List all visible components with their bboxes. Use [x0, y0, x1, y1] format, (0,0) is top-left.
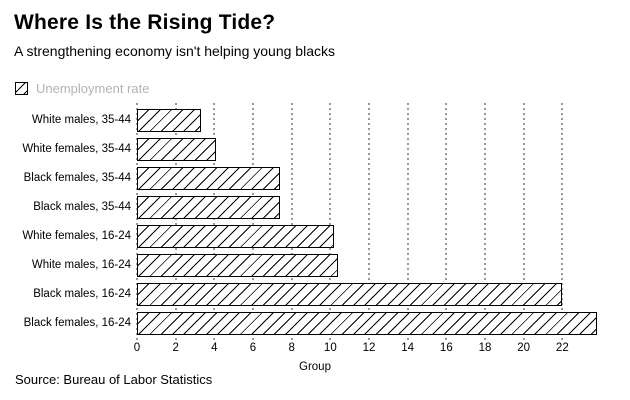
- category-label: White females, 35-44: [22, 143, 131, 155]
- x-tick-label: 4: [211, 342, 218, 354]
- x-tick-label: 20: [517, 342, 531, 354]
- category-label: Black females, 35-44: [23, 172, 131, 184]
- gridline: [445, 103, 448, 342]
- gridline: [484, 103, 486, 342]
- gridline: [252, 103, 254, 342]
- category-label: White females, 16-24: [22, 230, 131, 242]
- gridline: [329, 103, 332, 342]
- category-label: Black males, 35-44: [33, 201, 131, 213]
- gridline: [522, 103, 525, 342]
- x-tick-label: 12: [362, 342, 376, 354]
- x-tick-label: 8: [288, 342, 295, 354]
- gridline: [368, 103, 370, 342]
- category-label: White males, 35-44: [31, 114, 131, 126]
- x-tick-label: 16: [439, 342, 453, 354]
- x-tick-label: 14: [401, 342, 415, 354]
- gridline: [213, 103, 216, 342]
- x-tick-label: 0: [133, 342, 141, 354]
- plot-area: [136, 103, 601, 342]
- gridline: [561, 103, 564, 342]
- legend: Unemployment rate: [15, 81, 149, 96]
- bar: [137, 109, 201, 132]
- gridline: [406, 103, 409, 342]
- x-tick-label: 10: [323, 342, 337, 354]
- source-note: Source: Bureau of Labor Statistics: [15, 372, 213, 387]
- bar: [137, 167, 281, 190]
- bar: [137, 283, 563, 306]
- x-tick-label: 6: [249, 342, 257, 354]
- bar: [137, 312, 598, 335]
- bar: [137, 225, 335, 248]
- chart-subtitle: A strengthening economy isn't helping yo…: [14, 43, 335, 59]
- x-tick-label: 18: [478, 342, 492, 354]
- x-tick-label: 22: [555, 342, 569, 354]
- x-axis-label: Group: [299, 361, 331, 373]
- chart-title: Where Is the Rising Tide?: [14, 11, 276, 34]
- gridline: [290, 103, 293, 342]
- bar: [137, 138, 217, 161]
- legend-label: Unemployment rate: [36, 81, 150, 96]
- category-label: White males, 16-24: [31, 259, 131, 271]
- hatch-swatch-icon: [15, 82, 28, 95]
- category-label: Black males, 16-24: [33, 288, 131, 300]
- category-label: Black females, 16-24: [23, 317, 131, 329]
- bar: [137, 254, 339, 277]
- y-axis-labels: White males, 35-44 White females, 35-44 Bl…: [0, 106, 131, 338]
- bar: [137, 196, 281, 219]
- x-tick-label: 2: [172, 342, 179, 354]
- gridline: [174, 103, 177, 342]
- gridline: [136, 103, 138, 342]
- x-axis: 0 2 4 6 8 10 12 14 16 18 20 22: [133, 342, 601, 356]
